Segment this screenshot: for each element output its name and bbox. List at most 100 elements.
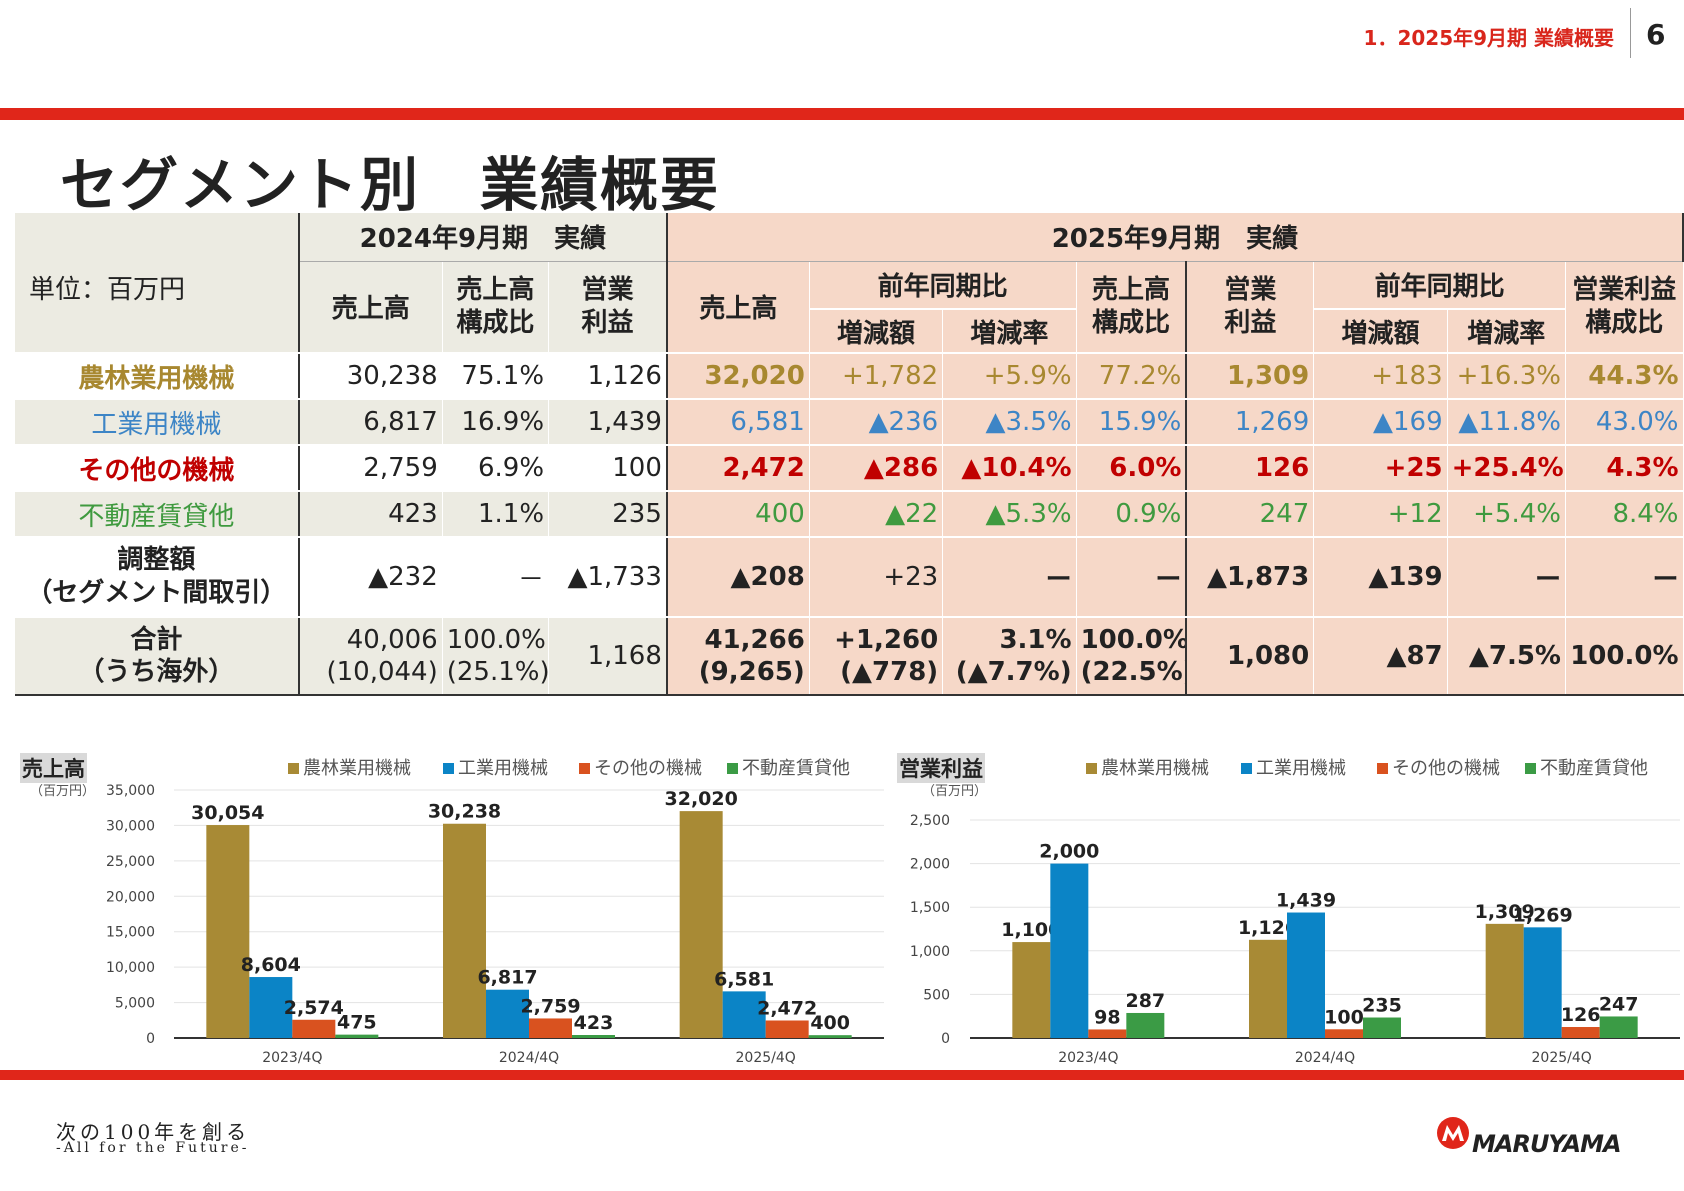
- cell: ▲1,733: [548, 537, 668, 618]
- cell: ー: [1565, 537, 1684, 618]
- hdr-sales-2024: 売上高: [298, 261, 443, 354]
- bar: [1523, 927, 1562, 1038]
- table-row: 農林業用機械 30,238 75.1% 1,126 32,020 +1,782 …: [15, 352, 1684, 400]
- cell: 126: [1185, 445, 1315, 492]
- data-label: 1,439: [1276, 890, 1336, 912]
- footer-slogan: 次の100年を創る: [56, 1120, 251, 1144]
- hdr-op-2024: 営業 利益: [548, 261, 668, 354]
- legend-label: 不動産賃貸他: [742, 758, 850, 779]
- legend-swatch: [1086, 763, 1097, 774]
- op-profit-chart: 農林業用機械 工業用機械 その他の機械 不動産賃貸他 （百万円） 0 500 1,000 1,5…: [910, 758, 1680, 1066]
- bar: [249, 977, 293, 1038]
- cell: ▲11.8%: [1447, 399, 1566, 446]
- cell: 75.1%: [442, 352, 550, 400]
- hdr-rate-op: 増減率: [1447, 309, 1566, 354]
- legend-swatch: [1525, 763, 1536, 774]
- row-label: 不動産賃貸他: [15, 491, 300, 538]
- cell: ▲208: [665, 537, 810, 618]
- page-title: セグメント別 業績概要: [60, 151, 721, 219]
- data-label: 30,054: [191, 802, 264, 824]
- cell: 41,266 (9,265): [665, 616, 810, 696]
- sales-chart: 農林業用機械 工業用機械 その他の機械 不動産賃貸他 （百万円） 0 5,000 10,000…: [30, 758, 884, 1066]
- legend-swatch: [1377, 763, 1388, 774]
- period-2024: 2024年9月期 実績: [298, 213, 668, 262]
- cell: 1,126: [548, 352, 668, 400]
- data-label: 30,238: [428, 801, 501, 823]
- bar: [808, 1035, 852, 1038]
- bar: [679, 811, 723, 1038]
- row-label: 調整額 （セグメント間取引）: [15, 537, 300, 618]
- cell: 43.0%: [1565, 399, 1684, 446]
- y-tick-label: 500: [923, 987, 950, 1003]
- cell: 1,439: [548, 399, 668, 446]
- cell: 247: [1185, 491, 1315, 538]
- bar: [1325, 1029, 1363, 1038]
- bar: [1599, 1016, 1638, 1038]
- y-tick-label: 2,500: [910, 813, 950, 829]
- cell: ▲87: [1313, 616, 1448, 696]
- cell: 423: [298, 491, 443, 538]
- data-label: 126: [1561, 1004, 1601, 1026]
- row-label: 工業用機械: [15, 399, 300, 446]
- legend-label: 工業用機械: [1256, 758, 1346, 779]
- hdr-rate-sales: 増減率: [942, 309, 1077, 354]
- x-tick-label: 2023/4Q: [262, 1050, 322, 1066]
- table-row: 不動産賃貸他 423 1.1% 235 400 ▲22 ▲5.3% 0.9% 2…: [15, 491, 1684, 538]
- sales-chart-title: 売上高: [20, 753, 87, 783]
- data-label: 6,817: [477, 967, 537, 989]
- data-label: 100: [1324, 1006, 1364, 1028]
- bar: [765, 1020, 809, 1038]
- y-tick-label: 35,000: [106, 783, 155, 799]
- bar: [443, 823, 486, 1038]
- data-label: 475: [337, 1012, 377, 1034]
- bar: [1485, 923, 1524, 1038]
- cell: 100.0%: [1565, 616, 1684, 696]
- data-label: 1,126: [1238, 917, 1298, 939]
- x-tick-label: 2025/4Q: [1532, 1050, 1592, 1066]
- row-label: 農林業用機械: [15, 352, 300, 400]
- maruyama-logo-text: MARUYAMA: [1472, 1130, 1622, 1158]
- data-label: 1,309: [1475, 901, 1535, 923]
- table-row-total: 合計 （うち海外） 40,006 (10,044) 100.0% (25.1%) 1,…: [15, 616, 1684, 696]
- top-red-bar: [0, 108, 1684, 120]
- cell: ー: [942, 537, 1077, 618]
- hdr-op-ratio: 営業利益 構成比: [1565, 261, 1684, 354]
- hdr-diff-op: 増減額: [1313, 309, 1448, 354]
- cell: 1.1%: [442, 491, 550, 538]
- bar: [1088, 1029, 1127, 1038]
- section-header: 1．2025年9月期 業績概要: [1363, 26, 1614, 50]
- data-label: 2,000: [1039, 841, 1099, 863]
- row-label: その他の機械: [15, 445, 300, 492]
- data-label: 6,581: [714, 968, 774, 990]
- cell: 6,817: [298, 399, 443, 446]
- y-tick-label: 20,000: [106, 889, 155, 905]
- cell: 0.9%: [1076, 491, 1187, 538]
- cell: 1,309: [1185, 352, 1315, 400]
- y-tick-label: 1,500: [910, 900, 950, 916]
- cell: 44.3%: [1565, 352, 1684, 400]
- table-row: その他の機械 2,759 6.9% 100 2,472 ▲286 ▲10.4% …: [15, 445, 1684, 492]
- bar: [206, 825, 250, 1038]
- hdr-op-2025: 営業 利益: [1185, 261, 1315, 354]
- bottom-red-bar: [0, 1070, 1684, 1080]
- bar: [1287, 912, 1325, 1038]
- row-label: 合計 （うち海外）: [15, 616, 300, 696]
- cell: 16.9%: [442, 399, 550, 446]
- cell: 1,269: [1185, 399, 1315, 446]
- hdr-yoy-sales: 前年同期比: [809, 261, 1077, 310]
- y-tick-label: 25,000: [106, 854, 155, 870]
- y-tick-label: 15,000: [106, 925, 155, 941]
- data-label: 423: [574, 1012, 614, 1034]
- cell: 3.1% (▲7.7%): [942, 616, 1077, 696]
- cell: 2,472: [665, 445, 810, 492]
- hdr-sales-ratio-2025: 売上高 構成比: [1076, 261, 1187, 354]
- cell: ▲5.3%: [942, 491, 1077, 538]
- legend-swatch: [288, 763, 299, 774]
- hdr-sales-2025: 売上高: [665, 261, 810, 354]
- legend-label: 工業用機械: [458, 758, 548, 779]
- data-label: 2,759: [520, 995, 580, 1017]
- cell: +25: [1313, 445, 1448, 492]
- cell: ▲169: [1313, 399, 1448, 446]
- bar: [572, 1035, 615, 1038]
- cell: 100: [548, 445, 668, 492]
